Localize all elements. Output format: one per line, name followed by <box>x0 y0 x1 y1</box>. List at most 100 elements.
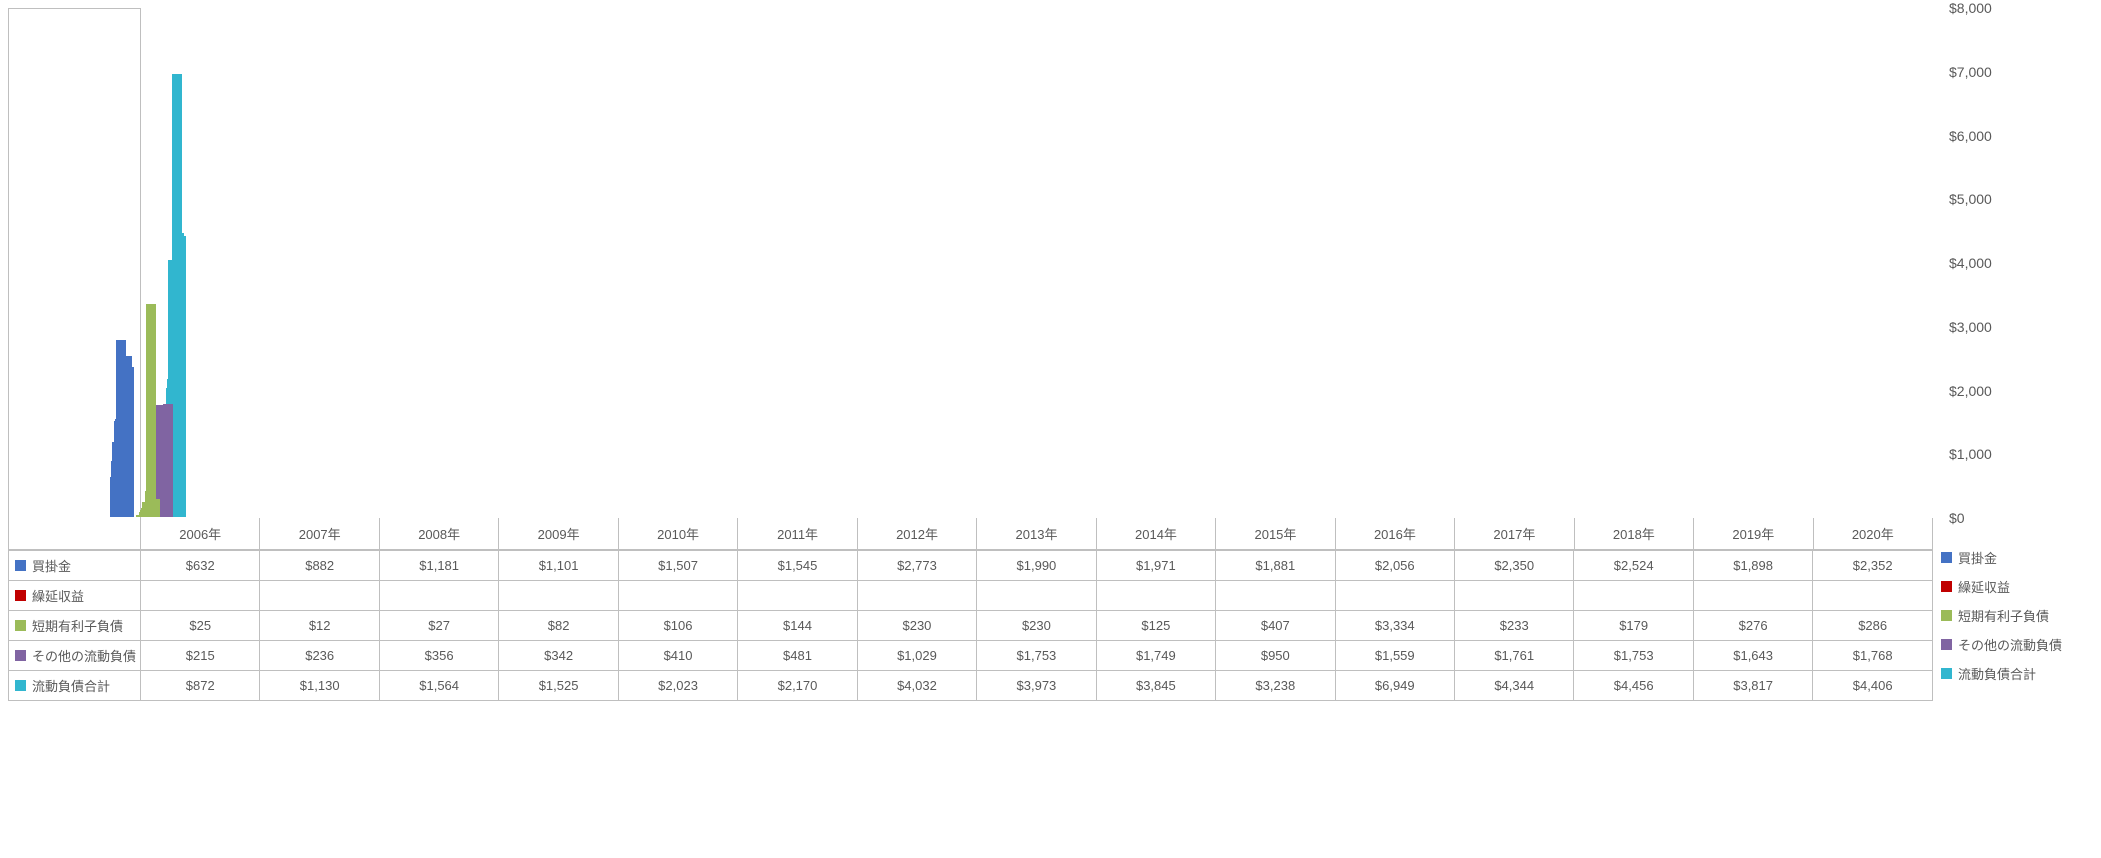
x-axis-label: 2018年 <box>1575 518 1694 550</box>
legend-item: 買掛金 <box>1941 544 2093 573</box>
table-cell: $950 <box>1216 641 1335 671</box>
table-cell: $1,990 <box>977 551 1096 581</box>
x-axis-label: 2013年 <box>977 518 1096 550</box>
table-cell: $2,350 <box>1454 551 1573 581</box>
table-cell <box>499 581 618 611</box>
table-cell <box>1096 581 1215 611</box>
table-cell: $25 <box>141 611 260 641</box>
series-label: 短期有利子負債 <box>32 616 123 635</box>
table-cell <box>1813 581 1933 611</box>
legend-label: 買掛金 <box>1958 548 1997 567</box>
series-swatch <box>15 650 26 661</box>
series-swatch <box>15 560 26 571</box>
y-tick-label: $3,000 <box>1949 319 1992 335</box>
table-cell <box>1693 581 1812 611</box>
table-cell: $27 <box>379 611 498 641</box>
chart-x-axis: 2006年2007年2008年2009年2010年2011年2012年2013年… <box>140 518 1933 550</box>
table-cell: $1,545 <box>738 551 857 581</box>
table-cell: $4,032 <box>857 671 976 701</box>
x-axis-label: 2012年 <box>858 518 977 550</box>
series-swatch <box>15 590 26 601</box>
x-axis-label: 2011年 <box>738 518 857 550</box>
table-cell: $4,344 <box>1454 671 1573 701</box>
legend-item: 流動負債合計 <box>1941 660 2093 689</box>
y-tick-label: $5,000 <box>1949 191 1992 207</box>
table-cell: $2,023 <box>618 671 737 701</box>
table-cell: $632 <box>141 551 260 581</box>
table-cell <box>618 581 737 611</box>
table-cell: $1,101 <box>499 551 618 581</box>
table-cell <box>857 581 976 611</box>
y-tick-label: $7,000 <box>1949 64 1992 80</box>
table-row: 流動負債合計$872$1,130$1,564$1,525$2,023$2,170… <box>9 671 1933 701</box>
table-cell <box>977 581 1096 611</box>
table-cell: $356 <box>379 641 498 671</box>
table-cell: $2,524 <box>1574 551 1693 581</box>
y-tick-label: $0 <box>1949 510 1965 526</box>
x-axis-label: 2019年 <box>1694 518 1813 550</box>
table-cell: $1,643 <box>1693 641 1812 671</box>
table-cell: $1,525 <box>499 671 618 701</box>
x-axis-label: 2016年 <box>1336 518 1455 550</box>
table-cell: $1,768 <box>1813 641 1933 671</box>
table-cell <box>1216 581 1335 611</box>
series-label: 流動負債合計 <box>32 676 110 695</box>
table-cell: $1,564 <box>379 671 498 701</box>
table-cell: $1,753 <box>1574 641 1693 671</box>
table-cell: $1,181 <box>379 551 498 581</box>
legend-label: 繰延収益 <box>1958 577 2010 596</box>
table-cell: $1,130 <box>260 671 379 701</box>
table-cell: $233 <box>1454 611 1573 641</box>
legend-item: 短期有利子負債 <box>1941 602 2093 631</box>
chart-data-table: 買掛金$632$882$1,181$1,101$1,507$1,545$2,77… <box>8 550 1933 701</box>
table-cell: $179 <box>1574 611 1693 641</box>
series-label: その他の流動負債 <box>32 646 136 665</box>
table-cell: $4,406 <box>1813 671 1933 701</box>
table-cell: $6,949 <box>1335 671 1454 701</box>
table-cell <box>738 581 857 611</box>
table-row-header: 繰延収益 <box>9 581 141 611</box>
x-axis-label: 2006年 <box>141 518 260 550</box>
table-cell: $286 <box>1813 611 1933 641</box>
legend-swatch <box>1941 552 1952 563</box>
table-cell: $1,898 <box>1693 551 1812 581</box>
table-cell: $882 <box>260 551 379 581</box>
chart-legend: 買掛金繰延収益短期有利子負債その他の流動負債流動負債合計 <box>1941 544 2093 689</box>
table-cell: $1,971 <box>1096 551 1215 581</box>
table-row: 買掛金$632$882$1,181$1,101$1,507$1,545$2,77… <box>9 551 1933 581</box>
legend-label: 流動負債合計 <box>1958 664 2036 683</box>
legend-label: その他の流動負債 <box>1958 635 2062 654</box>
table-cell <box>379 581 498 611</box>
table-cell: $2,056 <box>1335 551 1454 581</box>
table-cell: $125 <box>1096 611 1215 641</box>
chart-container: 2006年2007年2008年2009年2010年2011年2012年2013年… <box>8 8 2093 701</box>
table-cell: $3,973 <box>977 671 1096 701</box>
table-cell: $481 <box>738 641 857 671</box>
x-axis-label: 2007年 <box>260 518 379 550</box>
table-cell: $106 <box>618 611 737 641</box>
table-cell: $230 <box>857 611 976 641</box>
x-axis-label: 2015年 <box>1216 518 1335 550</box>
table-cell: $144 <box>738 611 857 641</box>
x-axis-label: 2014年 <box>1097 518 1216 550</box>
y-tick-label: $1,000 <box>1949 446 1992 462</box>
table-cell: $3,817 <box>1693 671 1812 701</box>
x-axis-label: 2020年 <box>1814 518 1933 550</box>
table-cell: $2,352 <box>1813 551 1933 581</box>
table-cell: $276 <box>1693 611 1812 641</box>
table-cell: $215 <box>141 641 260 671</box>
table-cell <box>141 581 260 611</box>
table-row: 繰延収益 <box>9 581 1933 611</box>
year-slot <box>154 9 155 517</box>
table-cell: $1,029 <box>857 641 976 671</box>
series-label: 繰延収益 <box>32 586 84 605</box>
table-cell: $2,170 <box>738 671 857 701</box>
legend-swatch <box>1941 668 1952 679</box>
table-cell: $342 <box>499 641 618 671</box>
legend-swatch <box>1941 610 1952 621</box>
series-swatch <box>15 620 26 631</box>
table-row-header: 短期有利子負債 <box>9 611 141 641</box>
table-cell <box>1454 581 1573 611</box>
legend-item: 繰延収益 <box>1941 573 2093 602</box>
x-axis-label: 2017年 <box>1455 518 1574 550</box>
